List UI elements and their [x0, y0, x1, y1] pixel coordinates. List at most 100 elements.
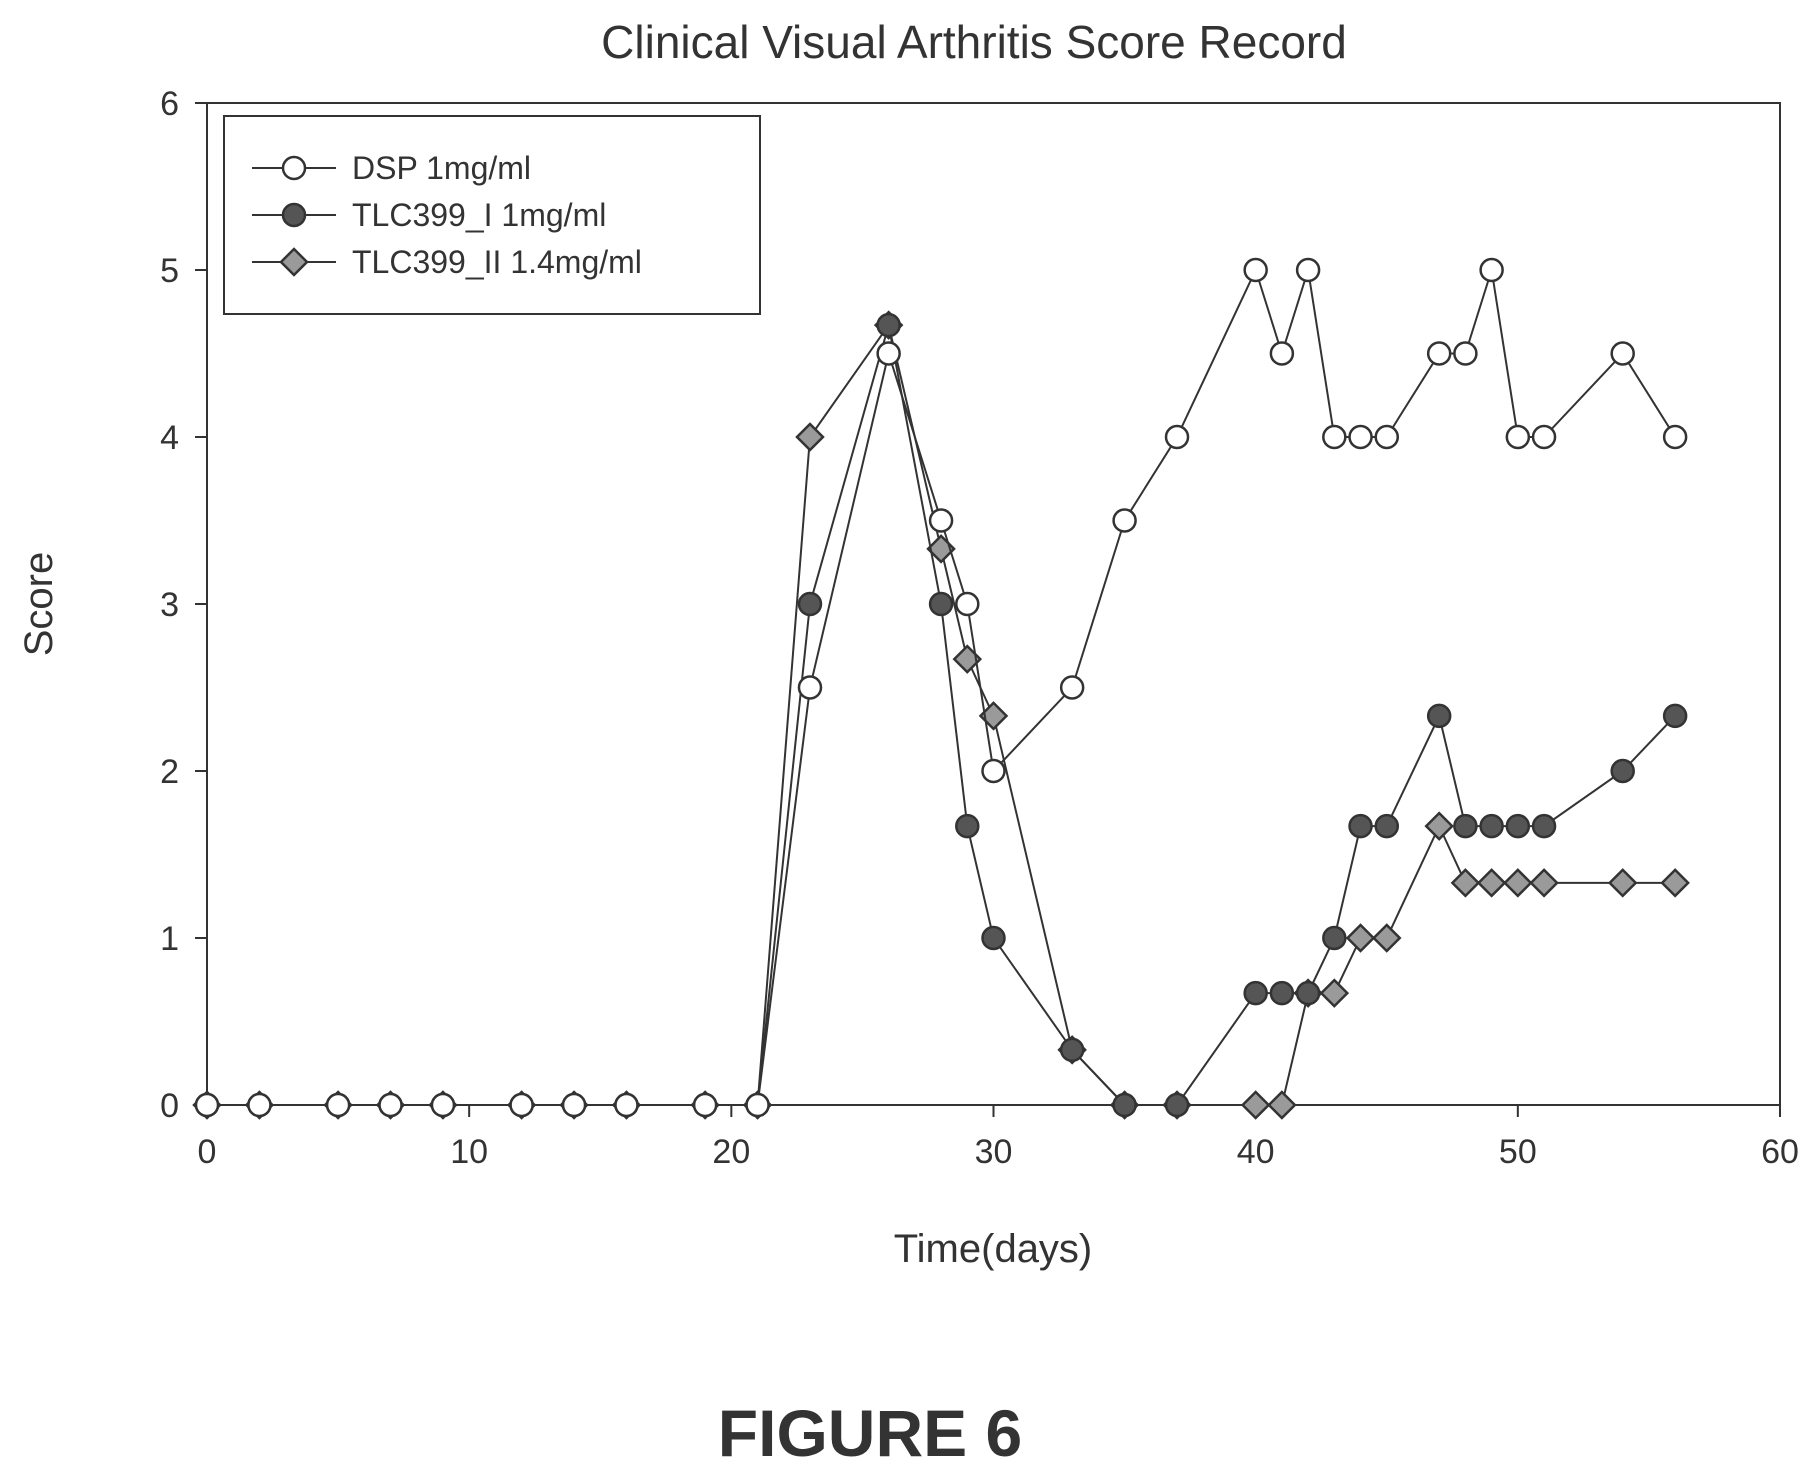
series-line — [207, 322, 1676, 1106]
data-point — [1322, 424, 1347, 450]
series-line — [207, 267, 1676, 1106]
legend-label: TLC399_II 1.4mg/ml — [352, 244, 642, 280]
legend: DSP 1mg/ml TLC399_I 1mg/ml TLC399_II 1.4mg… — [223, 115, 761, 315]
data-point — [1374, 424, 1399, 450]
data-point — [1531, 813, 1557, 839]
y-tick-label: 6 — [160, 85, 179, 123]
data-point — [1479, 813, 1504, 839]
data-point — [430, 1092, 456, 1118]
x-tick-label: 40 — [1237, 1133, 1275, 1171]
data-point — [1426, 703, 1452, 729]
x-tick-label: 0 — [198, 1133, 217, 1171]
data-point — [1345, 923, 1376, 953]
legend-marker — [279, 247, 309, 277]
data-point — [1112, 1092, 1137, 1118]
x-axis-label: Time(days) — [894, 1227, 1093, 1271]
series-2 — [194, 312, 1688, 1118]
data-point — [1348, 813, 1373, 839]
data-point — [1322, 925, 1347, 951]
data-point — [1660, 868, 1690, 898]
data-point — [1348, 424, 1373, 450]
data-point — [1295, 257, 1321, 283]
y-tick-label: 1 — [160, 920, 179, 958]
data-point — [1610, 341, 1635, 366]
x-tick-label: 60 — [1761, 1133, 1799, 1171]
series-3 — [192, 310, 1690, 1120]
data-point — [1059, 1037, 1085, 1063]
data-point — [1240, 1090, 1271, 1120]
figure-caption: FIGURE 6 — [718, 1396, 1022, 1469]
data-point — [1426, 341, 1452, 366]
data-point — [692, 1092, 718, 1118]
data-point — [1450, 868, 1481, 898]
data-point — [928, 591, 954, 617]
series-1 — [194, 257, 1688, 1118]
y-axis-ticks: 0 1 2 3 4 5 6 — [160, 85, 207, 1125]
data-point — [745, 1092, 770, 1118]
data-point — [1269, 980, 1295, 1006]
data-point — [1269, 341, 1295, 366]
data-point — [1453, 341, 1478, 366]
data-point — [981, 925, 1006, 951]
data-point — [1371, 923, 1402, 953]
data-point — [325, 1092, 351, 1118]
data-point — [1529, 868, 1559, 898]
data-point — [1243, 257, 1268, 283]
data-point — [981, 758, 1006, 784]
data-point — [1607, 868, 1638, 898]
data-point — [876, 341, 901, 366]
y-tick-label: 2 — [160, 753, 179, 791]
data-point — [1164, 424, 1190, 450]
data-point — [1319, 978, 1350, 1008]
data-point — [955, 813, 980, 839]
x-tick-label: 50 — [1499, 1133, 1537, 1171]
data-point — [1505, 813, 1531, 839]
data-point — [797, 675, 823, 700]
legend-marker — [281, 155, 307, 181]
data-point — [1610, 758, 1635, 784]
legend-entry: DSP 1mg/ml — [252, 150, 531, 186]
data-point — [928, 508, 954, 533]
x-tick-label: 30 — [975, 1133, 1013, 1171]
data-point — [1476, 868, 1507, 898]
legend-label: DSP 1mg/ml — [352, 150, 531, 186]
y-axis-label: Score — [17, 552, 61, 657]
x-tick-label: 20 — [712, 1133, 750, 1171]
data-point — [509, 1092, 534, 1118]
data-point — [614, 1092, 639, 1118]
y-tick-label: 3 — [160, 586, 179, 624]
data-point — [1059, 675, 1085, 700]
data-point — [378, 1092, 403, 1118]
data-point — [247, 1092, 272, 1118]
data-point — [1267, 1090, 1297, 1120]
legend-items: DSP 1mg/ml TLC399_I 1mg/ml TLC399_II 1.4mg… — [252, 150, 642, 280]
chart-title: Clinical Visual Arthritis Score Record — [601, 16, 1347, 68]
data-point — [1295, 980, 1321, 1006]
x-tick-label: 10 — [450, 1133, 488, 1171]
series-line — [207, 324, 1676, 1106]
data-point — [795, 422, 825, 452]
data-point — [1503, 868, 1533, 898]
x-axis-ticks: 0 10 20 30 40 50 60 — [198, 1105, 1799, 1171]
data-point — [876, 312, 901, 338]
legend-entry: TLC399_I 1mg/ml — [252, 197, 606, 233]
legend-entry: TLC399_II 1.4mg/ml — [252, 244, 642, 280]
data-point — [1453, 813, 1478, 839]
data-point — [1505, 424, 1531, 450]
data-point — [955, 591, 980, 617]
legend-label: TLC399_I 1mg/ml — [352, 197, 606, 233]
legend-marker — [281, 202, 307, 228]
data-point — [1164, 1092, 1190, 1118]
data-point — [797, 591, 823, 617]
data-point — [1374, 813, 1399, 839]
y-tick-label: 0 — [160, 1087, 179, 1125]
data-point — [561, 1092, 587, 1118]
data-point — [1479, 257, 1504, 283]
data-point — [1531, 424, 1557, 450]
data-point — [1662, 424, 1688, 450]
series-layer — [192, 257, 1690, 1120]
data-point — [1662, 703, 1688, 729]
data-point — [1112, 508, 1137, 533]
y-tick-label: 5 — [160, 252, 179, 290]
